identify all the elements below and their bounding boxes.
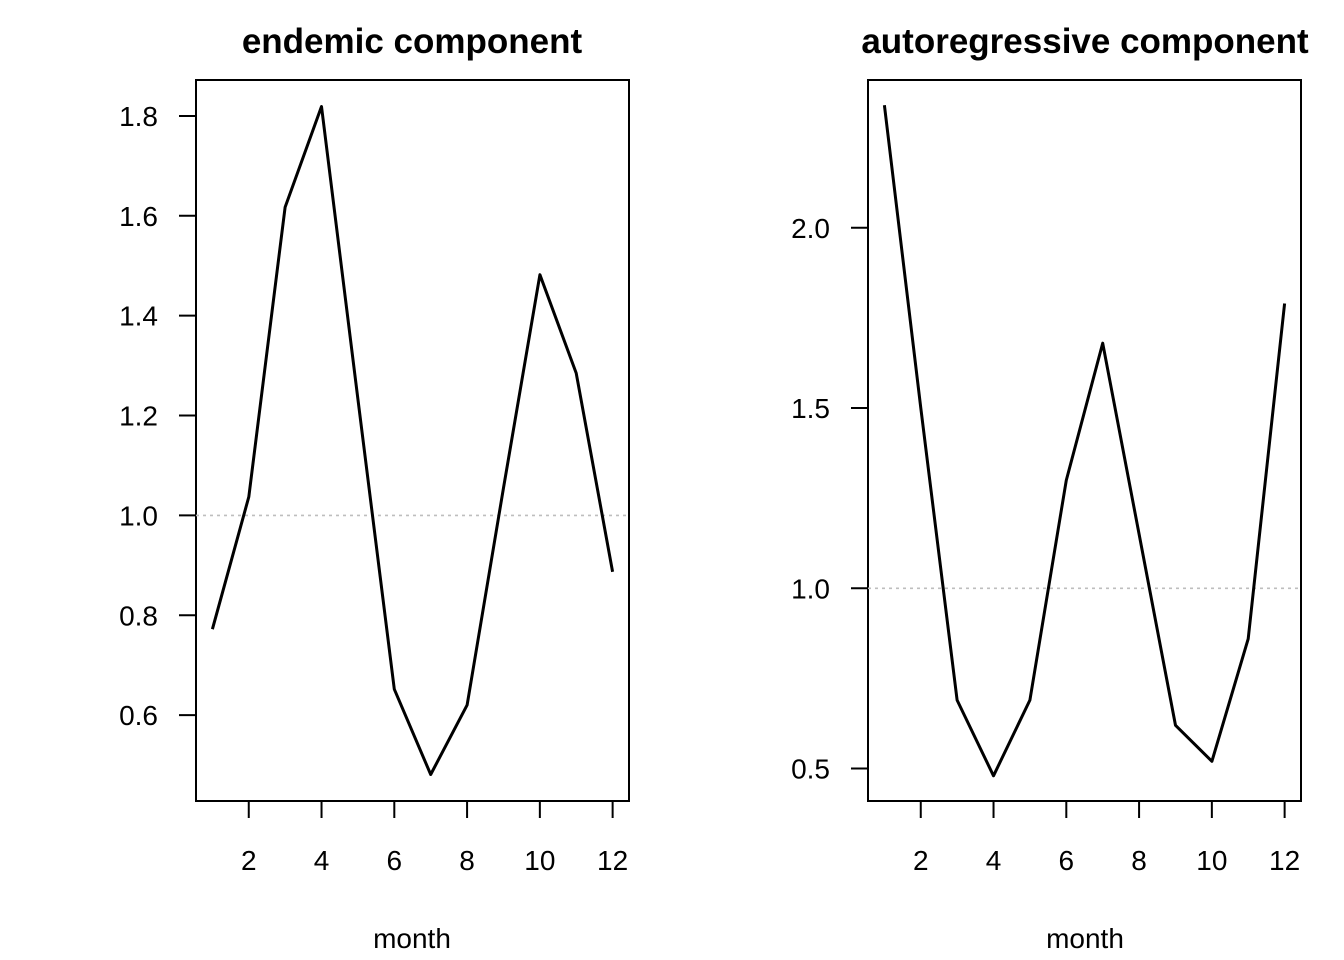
x-tick-label: 12 (597, 845, 628, 876)
chart-title: autoregressive component (861, 22, 1309, 61)
x-axis-label: month (1046, 923, 1124, 954)
y-tick-label: 0.5 (791, 754, 830, 785)
x-tick-label: 6 (1059, 845, 1075, 876)
x-axis-label: month (373, 923, 451, 954)
y-tick-label: 1.5 (791, 393, 830, 424)
y-tick-label: 1.6 (119, 201, 158, 232)
x-tick-label: 4 (314, 845, 330, 876)
y-tick-label: 1.8 (119, 101, 158, 132)
plot-frame (867, 79, 1302, 802)
x-tick-label: 6 (387, 845, 403, 876)
x-tick-label: 10 (1196, 845, 1227, 876)
y-tick-label: 2.0 (791, 213, 830, 244)
y-tick-label: 1.0 (119, 500, 158, 531)
series-line (882, 105, 1287, 778)
y-tick-label: 1.4 (119, 301, 158, 332)
plot-frame (195, 79, 630, 802)
x-tick-label: 10 (524, 845, 555, 876)
x-tick-label: 2 (913, 845, 929, 876)
endemic-panel: endemic component month 2 4 6 8 10 12 0.6 0.8 1.… (119, 22, 630, 954)
y-tick-label: 1.2 (119, 401, 158, 432)
y-tick-label: 0.6 (119, 700, 158, 731)
x-tick-label: 4 (986, 845, 1002, 876)
y-tick-label: 1.0 (791, 573, 830, 604)
y-tick-label: 0.8 (119, 600, 158, 631)
x-tick-label: 2 (241, 845, 257, 876)
x-tick-label: 12 (1269, 845, 1300, 876)
autoregressive-panel: autoregressive component month 2 4 6 8 10 12 0… (791, 22, 1309, 954)
chart-title: endemic component (242, 22, 583, 61)
series-line (210, 105, 615, 776)
x-tick-label: 8 (1131, 845, 1147, 876)
x-tick-label: 8 (459, 845, 475, 876)
